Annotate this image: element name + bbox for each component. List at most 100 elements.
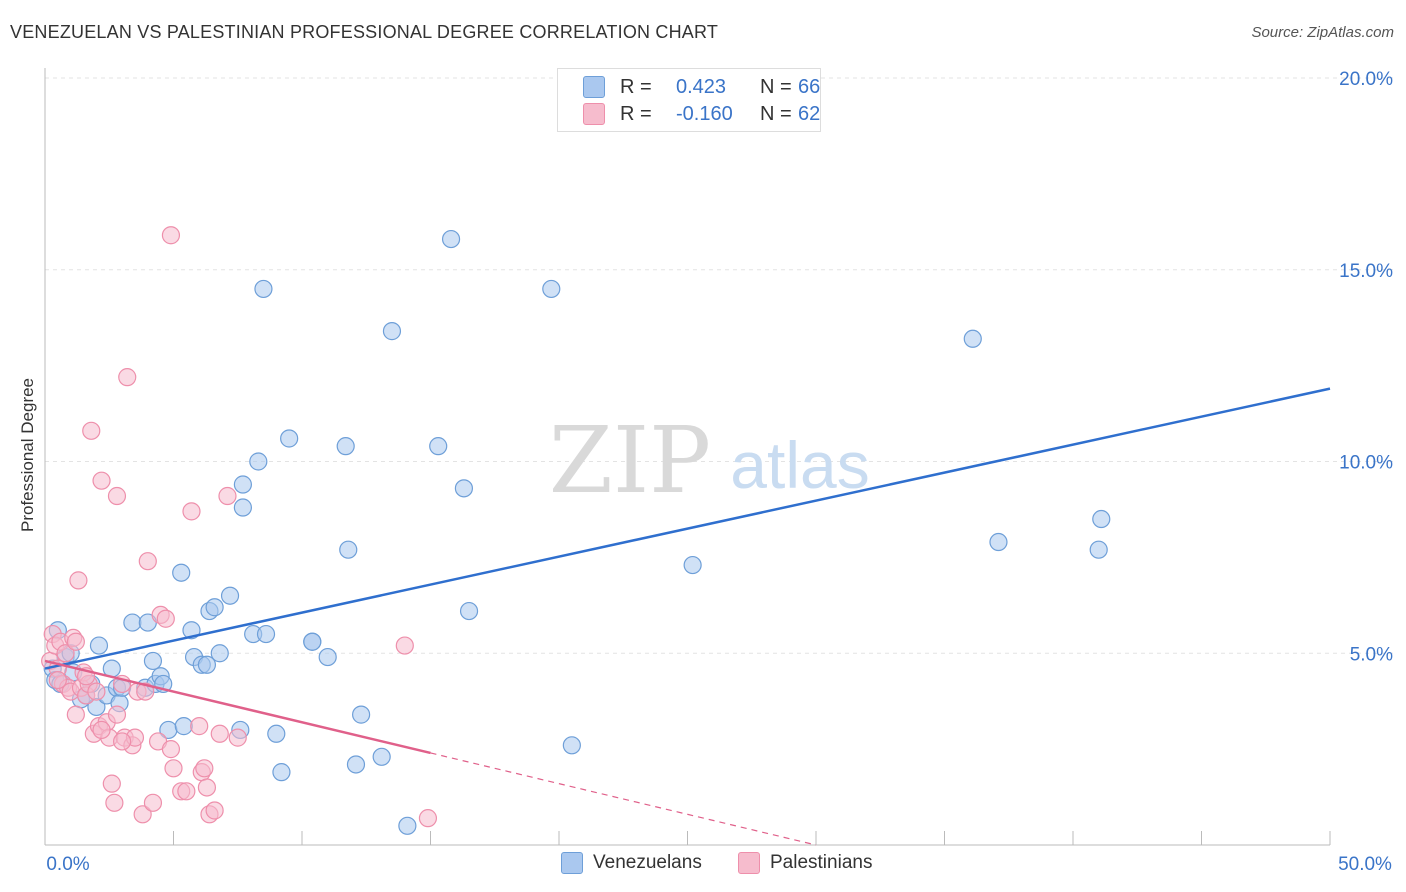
palestinian-point <box>164 759 183 778</box>
venezuelan-point <box>989 532 1008 552</box>
legend-n-label: N = <box>760 75 792 98</box>
palestinian-point <box>69 571 88 590</box>
legend-swatch-palestinians <box>583 103 605 125</box>
chart-title: VENEZUELAN VS PALESTINIAN PROFESSIONAL D… <box>10 22 719 42</box>
venezuelan-point <box>254 279 273 299</box>
venezuelan-point <box>339 540 358 559</box>
palestinian-point <box>218 486 237 506</box>
x-tick-label: 0.0% <box>46 854 89 875</box>
palestinian-point <box>161 740 181 759</box>
venezuelan-point <box>174 717 193 736</box>
palestinian-point <box>156 609 175 628</box>
palestinian-point <box>133 805 152 824</box>
venezuelan-point <box>1092 509 1111 529</box>
palestinian-point <box>138 552 157 571</box>
palestinian-point <box>102 774 121 793</box>
venezuelan-point <box>172 563 191 582</box>
venezuelan-point <box>352 705 371 724</box>
venezuelan-point <box>256 624 276 644</box>
legend-n-value: 66 <box>798 75 821 98</box>
palestinian-point <box>82 421 101 440</box>
palestinian-point <box>92 720 111 740</box>
palestinian-point <box>136 682 155 701</box>
venezuelan-point <box>346 755 366 774</box>
palestinian-point <box>56 644 75 663</box>
palestinian-point <box>395 636 414 655</box>
gridlines <box>45 77 1395 654</box>
palestinian-point <box>143 793 163 812</box>
y-tick-label: 20.0% <box>1339 69 1393 90</box>
trend-lines <box>44 387 1331 846</box>
venezuelan-point <box>123 613 142 632</box>
source-label: Source: ZipAtlas.com <box>1251 24 1394 41</box>
venezuelan-point <box>318 647 337 667</box>
venezuelan-point <box>454 479 474 498</box>
legend-r-value: -0.160 <box>676 102 733 125</box>
venezuelan-point <box>210 644 229 663</box>
palestinian-point <box>177 782 196 801</box>
palestinian-point <box>87 682 106 701</box>
palestinian-point <box>66 632 85 651</box>
palestinian-point <box>197 778 217 797</box>
venezuelan-point <box>562 736 581 755</box>
venezuelan-point <box>233 498 252 517</box>
legend-n-value: 62 <box>798 102 821 125</box>
watermark-atlas: atlas <box>730 428 869 502</box>
legend-r-label: R = <box>620 75 652 98</box>
venezuelan-point <box>233 475 252 494</box>
stats-legend: R = 0.423 N = 66 R = -0.160 N = 62 <box>557 68 821 132</box>
watermark-zip: ZIP <box>549 407 711 514</box>
venezuelan-trend-line <box>44 387 1331 670</box>
palestinian-point <box>107 705 127 724</box>
palestinian-point <box>228 728 247 747</box>
legend-item-palestinians[interactable]: Palestinians <box>738 852 872 874</box>
venezuelan-point <box>249 452 268 471</box>
legend-r-label: R = <box>620 102 652 125</box>
palestinian-point <box>105 793 124 812</box>
watermark: ZIP atlas <box>549 407 870 514</box>
venezuelan-point <box>303 632 322 651</box>
palestinian-point <box>107 486 127 506</box>
legend-n-label: N = <box>760 102 792 125</box>
venezuelan-point <box>220 586 240 605</box>
venezuelan-point <box>398 816 417 835</box>
venezuelan-point <box>336 437 355 456</box>
venezuelan-point <box>963 329 982 348</box>
venezuelan-point <box>143 651 163 671</box>
legend-label-palestinians: Palestinians <box>770 852 873 873</box>
venezuelan-point <box>429 437 448 456</box>
venezuelan-point <box>542 279 561 299</box>
venezuelan-point <box>280 429 299 448</box>
palestinian-trend-line <box>44 659 431 755</box>
venezuelan-point <box>372 747 391 766</box>
legend-label-venezuelans: Venezuelans <box>593 852 702 873</box>
palestinian-point <box>195 759 214 778</box>
venezuelan-point <box>683 555 702 575</box>
palestinian-point <box>182 502 201 521</box>
x-tick-label: 50.0% <box>1338 854 1392 875</box>
venezuelan-point <box>1089 540 1108 559</box>
palestinian-point <box>66 705 85 724</box>
venezuelan-point <box>441 229 461 249</box>
palestinian-point <box>48 670 67 690</box>
y-tick-label: 15.0% <box>1339 261 1393 282</box>
legend-swatch-venezuelans <box>583 76 605 98</box>
palestinian-point <box>118 368 137 387</box>
y-tick-label: 10.0% <box>1339 453 1393 474</box>
venezuelan-point <box>89 636 109 655</box>
venezuelan-point <box>205 598 224 617</box>
palestinian-trend-extension <box>430 752 817 846</box>
legend-swatch-palestinians <box>738 852 760 874</box>
palestinian-point <box>205 801 224 820</box>
palestinian-point <box>418 809 438 828</box>
venezuelan-point <box>459 601 479 621</box>
legend-r-value: 0.423 <box>676 75 727 98</box>
palestinian-point <box>190 717 209 736</box>
venezuelan-point <box>272 763 291 782</box>
data-points <box>41 226 1111 835</box>
venezuelan-point <box>197 655 217 674</box>
palestinian-point <box>92 471 111 490</box>
palestinian-point <box>112 732 132 751</box>
legend-item-venezuelans[interactable]: Venezuelans <box>561 852 702 874</box>
